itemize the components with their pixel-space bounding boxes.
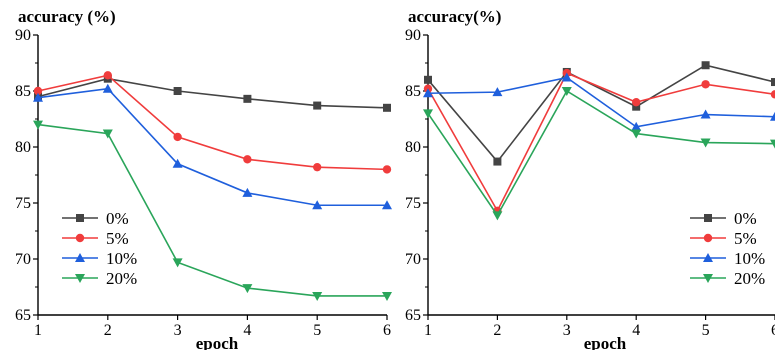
left-x-tick-label: 3 [174,322,182,339]
left-y-tick-label: 70 [15,251,31,268]
left-data-point-0% [383,103,391,112]
left-series-line-0% [37,77,388,109]
left-legend-swatch-marker [75,253,85,262]
left-x-tick-label: 2 [104,322,112,339]
left-x-tick-label: 4 [243,322,251,339]
left-series-line-20% [37,123,387,297]
left-legend-label: 10% [106,249,137,268]
left-series-line-10% [37,87,387,207]
right-data-point-5% [632,98,641,107]
right-data-point-0% [632,102,641,111]
right-legend-label: 0% [734,209,757,228]
left-legend-label: 5% [106,229,129,248]
right-data-point-10% [631,121,642,131]
left-data-point-10% [102,83,113,93]
right-data-point-10% [423,88,433,98]
left-data-point-10% [382,200,392,210]
right-data-point-20% [492,211,503,221]
left-legend-swatch-marker [76,214,84,222]
right-series-line-20% [427,89,775,217]
right-data-point-0% [493,157,502,166]
left-data-point-10% [172,158,183,168]
right-data-point-20% [700,138,711,148]
right-data-point-0% [771,78,775,87]
left-data-point-10% [312,200,323,210]
right-legend-swatch-marker [704,214,712,222]
right-data-point-10% [770,111,775,121]
chart-left: 65 70 75 80 85 90 1 2 3 4 5 6 accuracy (%) epoch 0%5%1… [15,7,392,350]
right-series-line-5% [427,72,775,213]
right-x-tick-label: 2 [493,322,501,339]
left-data-point-0% [243,94,252,103]
right-data-point-10% [492,87,503,97]
left-data-point-10% [33,92,43,102]
right-data-point-20% [561,87,572,96]
left-x-axis-title: epoch [196,334,239,350]
left-data-point-0% [173,87,182,95]
right-legend-swatch-marker [703,233,713,243]
left-data-point-20% [312,291,323,301]
left-data-point-5% [313,162,322,172]
left-y-tick-label: 65 [15,307,31,324]
left-legend-swatch-marker [75,233,85,243]
right-data-point-0% [424,75,432,84]
left-data-point-20% [102,129,113,139]
left-series-line-5% [37,74,388,171]
left-y-tick-label: 80 [15,139,31,156]
right-data-point-20% [631,129,642,139]
left-data-point-20% [382,291,392,301]
left-legend-label: 0% [106,209,129,228]
left-data-point-5% [243,155,252,164]
right-data-point-10% [561,72,572,82]
left-y-tick-label: 75 [15,195,31,212]
left-legend-swatch-marker [75,274,85,283]
left-data-point-5% [382,165,392,174]
right-legend-label: 5% [734,229,757,248]
left-data-point-5% [173,132,182,142]
right-data-point-5% [701,80,710,89]
chart-right: 65 70 75 80 85 90 1 2 3 4 5 6 accuracy(%) epoch 0%5%10… [405,7,775,350]
right-x-tick-label: 5 [702,322,710,339]
left-data-point-10% [242,187,253,197]
right-x-axis-title: epoch [584,334,627,350]
right-legend-label: 10% [734,249,765,268]
right-y-tick-label: 70 [405,251,421,268]
left-data-point-20% [33,120,43,130]
right-y-tick-label: 80 [405,139,421,156]
left-x-tick-label: 1 [34,322,42,339]
left-y-axis-title: accuracy (%) [18,7,116,26]
left-data-point-20% [242,284,253,294]
right-legend-label: 20% [734,269,765,288]
right-legend-swatch-marker [703,274,713,283]
right-y-axis-title: accuracy(%) [408,7,501,26]
right-y-tick-label: 85 [405,83,421,100]
right-y-tick-label: 65 [405,307,421,324]
right-data-point-5% [770,90,775,99]
right-y-tick-label: 75 [405,195,421,212]
right-x-tick-label: 3 [563,322,571,339]
right-data-point-0% [701,61,710,70]
right-x-tick-label: 4 [632,322,640,339]
right-data-point-10% [700,109,711,119]
left-x-tick-label: 5 [313,322,321,339]
right-y-tick-label: 90 [405,27,421,44]
right-series-line-0% [427,64,775,163]
left-data-point-20% [172,258,183,268]
left-data-point-0% [313,101,322,110]
right-x-tick-label: 6 [771,322,775,339]
left-y-tick-label: 85 [15,83,31,100]
left-legend-label: 20% [106,269,137,288]
right-legend-swatch-marker [703,253,713,262]
right-data-point-20% [423,109,433,119]
right-x-tick-label: 1 [424,322,432,339]
left-x-tick-label: 6 [383,322,391,339]
left-data-point-5% [103,71,113,80]
right-series-line-10% [427,76,775,128]
left-data-point-5% [33,86,43,96]
left-y-tick-label: 90 [15,27,31,44]
right-data-point-20% [770,139,775,149]
